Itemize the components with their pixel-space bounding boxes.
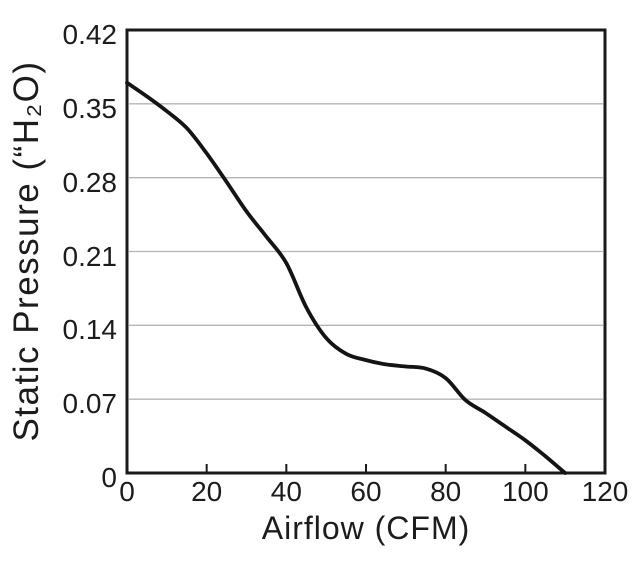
y-tick-label: 0.42 xyxy=(62,19,118,50)
x-tick-label: 40 xyxy=(270,476,302,507)
y-tick-label: 0.14 xyxy=(62,314,118,346)
x-tick-label: 20 xyxy=(191,476,223,507)
x-tick-label: 120 xyxy=(581,476,629,507)
x-tick-label: 0 xyxy=(119,476,135,507)
y-tick-label: 0.35 xyxy=(62,92,118,124)
y-tick-label: 0.07 xyxy=(62,388,118,420)
x-tick-label: 60 xyxy=(350,476,382,507)
y-tick-label: 0 xyxy=(101,462,117,493)
plot-frame xyxy=(125,28,607,475)
y-tick-label: 0.21 xyxy=(62,240,118,272)
x-tick-label: 80 xyxy=(430,476,462,507)
fan-curve xyxy=(125,80,568,475)
x-axis-title: Airflow (CFM) xyxy=(261,510,471,546)
x-tick-label: 100 xyxy=(501,476,549,507)
y-tick-label: 0.28 xyxy=(62,166,118,198)
